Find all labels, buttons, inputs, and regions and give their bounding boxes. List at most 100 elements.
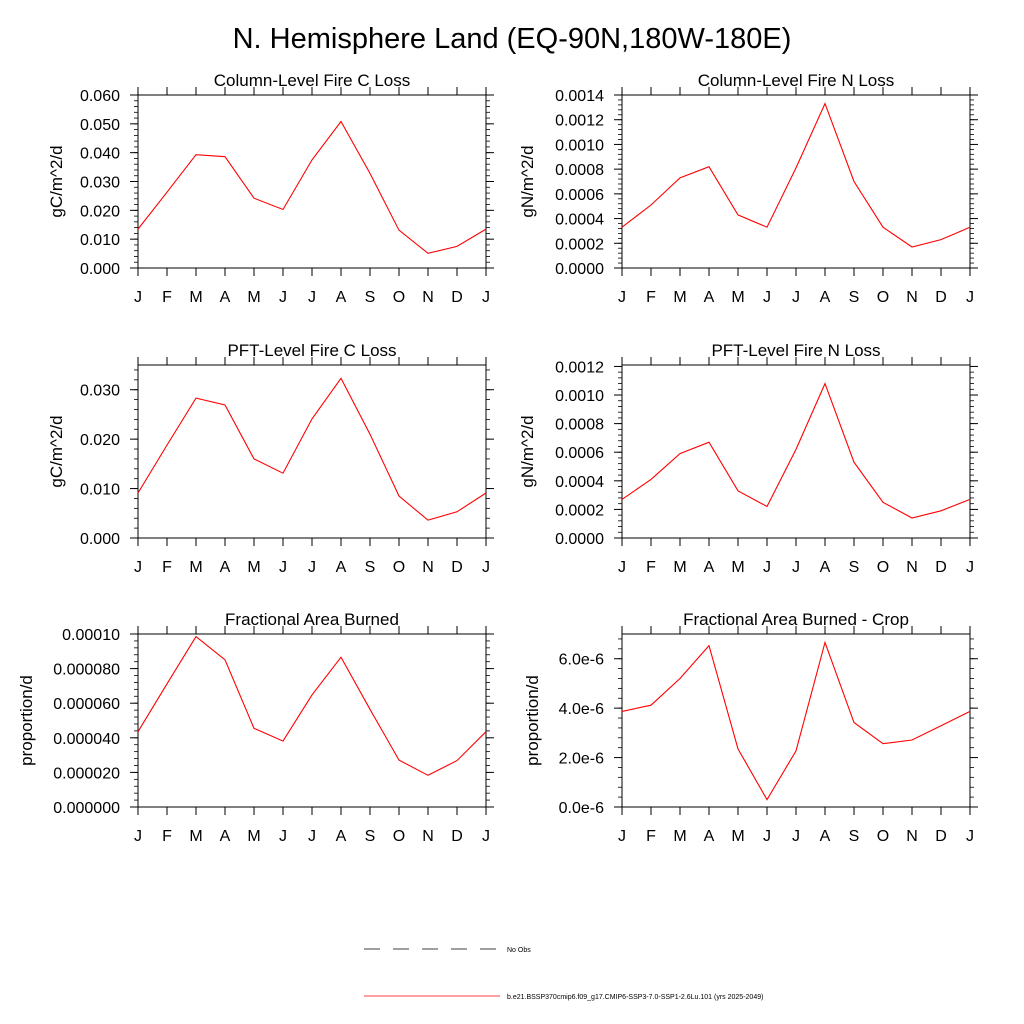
y-tick-label: 0.0008 <box>555 162 604 179</box>
x-tick-label: N <box>906 289 918 306</box>
x-tick-label: M <box>189 289 202 306</box>
x-tick-label: S <box>365 289 376 306</box>
x-tick-label: M <box>247 559 260 576</box>
x-tick-label: A <box>704 289 715 306</box>
x-tick-label: A <box>336 559 347 576</box>
y-axis-label: proportion/d <box>523 675 542 766</box>
y-tick-label: 0.0002 <box>555 236 604 253</box>
y-tick-label: 0.0004 <box>555 212 604 229</box>
x-tick-label: O <box>877 559 889 576</box>
y-tick-label: 0.000080 <box>53 662 120 679</box>
x-tick-label: M <box>731 559 744 576</box>
x-tick-label: M <box>673 559 686 576</box>
x-tick-label: J <box>763 559 771 576</box>
x-tick-label: A <box>820 289 831 306</box>
legend: No Obs b.e21.BSSP370cmip6.f09_g17.CMIP6-S… <box>364 947 763 1001</box>
y-axis-label: gN/m^2/d <box>518 415 537 487</box>
panel-title: Fractional Area Burned - Crop <box>683 610 909 629</box>
x-tick-label: D <box>451 559 463 576</box>
y-tick-label: 0.060 <box>80 88 120 105</box>
x-tick-label: D <box>935 828 947 845</box>
x-tick-label: J <box>792 289 800 306</box>
series-line <box>621 382 971 519</box>
x-tick-label: J <box>279 828 287 845</box>
y-tick-label: 0.010 <box>80 482 120 499</box>
y-tick-label: 0.010 <box>80 232 120 249</box>
x-tick-label: J <box>308 289 316 306</box>
series-line <box>621 640 971 801</box>
y-tick-label: 0.0010 <box>555 388 604 405</box>
plot-frame <box>137 94 487 269</box>
x-tick-label: N <box>422 289 434 306</box>
series-line <box>137 120 487 254</box>
x-tick-label: M <box>673 289 686 306</box>
x-tick-label: M <box>189 559 202 576</box>
y-axis-label: gN/m^2/d <box>518 145 537 217</box>
x-tick-label: J <box>618 559 626 576</box>
x-tick-label: M <box>247 828 260 845</box>
y-tick-label: 0.0012 <box>555 113 604 130</box>
x-tick-label: M <box>731 828 744 845</box>
x-tick-label: S <box>849 828 860 845</box>
y-tick-label: 0.000040 <box>53 731 120 748</box>
x-tick-label: J <box>966 828 974 845</box>
x-tick-label: M <box>673 828 686 845</box>
x-tick-label: O <box>393 289 405 306</box>
y-tick-label: 0.0002 <box>555 502 604 519</box>
panel-title: Column-Level Fire N Loss <box>698 71 895 90</box>
x-tick-label: A <box>704 828 715 845</box>
x-tick-label: O <box>393 828 405 845</box>
x-tick-label: D <box>451 289 463 306</box>
x-tick-label: J <box>763 289 771 306</box>
y-tick-label: 0.0012 <box>555 359 604 376</box>
series-line <box>137 377 487 521</box>
x-tick-label: A <box>220 828 231 845</box>
x-tick-label: J <box>279 559 287 576</box>
y-tick-label: 0.030 <box>80 175 120 192</box>
x-tick-label: M <box>731 289 744 306</box>
plot-frame <box>621 364 971 539</box>
x-tick-label: A <box>704 559 715 576</box>
y-tick-label: 2.0e-6 <box>559 751 604 768</box>
x-tick-label: J <box>482 559 490 576</box>
x-tick-label: D <box>935 559 947 576</box>
y-tick-label: 0.0010 <box>555 137 604 154</box>
y-tick-label: 0.0e-6 <box>559 800 604 817</box>
x-tick-label: J <box>792 559 800 576</box>
y-tick-label: 0.0006 <box>555 187 604 204</box>
x-tick-label: S <box>849 289 860 306</box>
x-tick-label: O <box>393 559 405 576</box>
x-tick-label: S <box>849 559 860 576</box>
x-tick-label: J <box>763 828 771 845</box>
x-tick-label: A <box>336 289 347 306</box>
x-tick-label: J <box>792 828 800 845</box>
x-tick-label: N <box>906 828 918 845</box>
y-tick-label: 0.000060 <box>53 696 120 713</box>
x-tick-label: M <box>189 828 202 845</box>
x-tick-label: J <box>134 828 142 845</box>
y-tick-label: 0.000020 <box>53 765 120 782</box>
y-axis-label: gC/m^2/d <box>47 145 66 217</box>
y-tick-label: 0.00010 <box>62 627 120 644</box>
x-tick-label: F <box>162 828 172 845</box>
x-tick-label: J <box>966 559 974 576</box>
y-tick-label: 4.0e-6 <box>559 701 604 718</box>
y-tick-label: 6.0e-6 <box>559 652 604 669</box>
y-axis-label: gC/m^2/d <box>47 415 66 487</box>
x-tick-label: F <box>646 559 656 576</box>
panel-title: PFT-Level Fire C Loss <box>227 341 396 360</box>
y-tick-label: 0.0000 <box>555 261 604 278</box>
y-tick-label: 0.0004 <box>555 474 604 491</box>
series-line <box>621 102 971 248</box>
x-tick-label: J <box>482 828 490 845</box>
x-tick-label: J <box>308 559 316 576</box>
x-tick-label: J <box>482 289 490 306</box>
x-tick-label: F <box>646 289 656 306</box>
x-tick-label: J <box>134 559 142 576</box>
x-tick-label: A <box>220 559 231 576</box>
